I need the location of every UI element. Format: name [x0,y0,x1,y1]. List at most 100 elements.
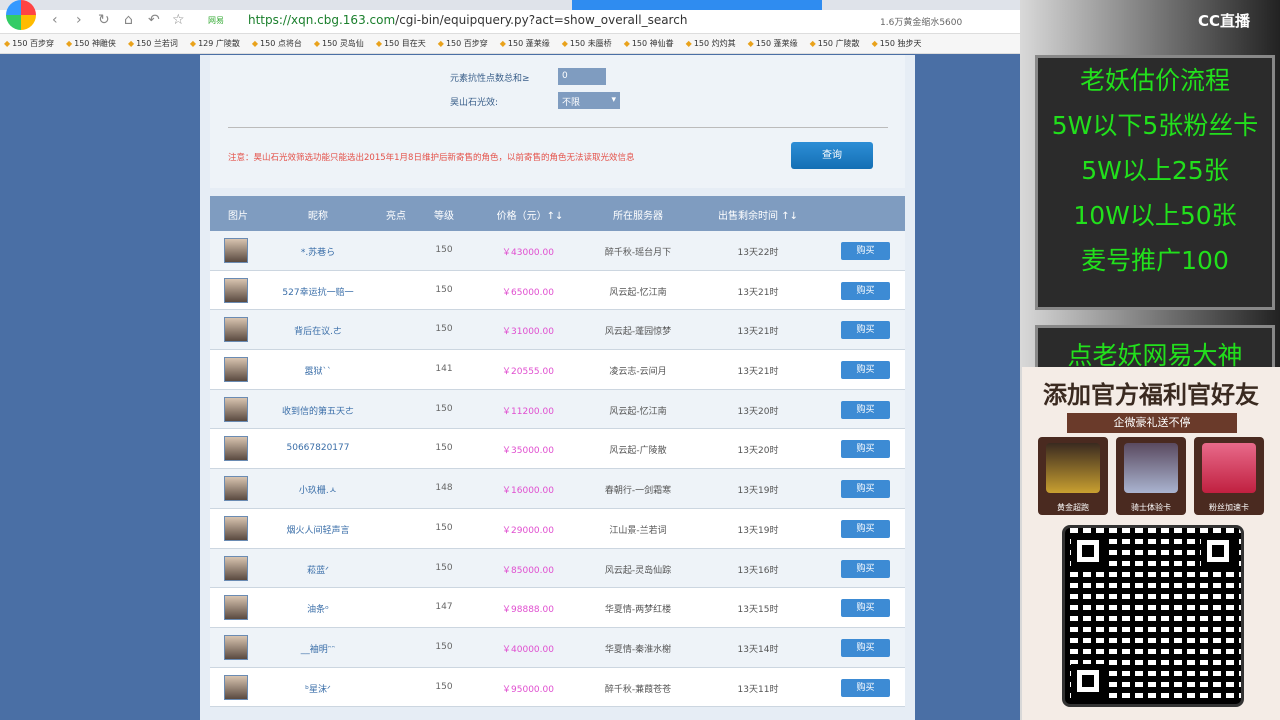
bookmark-icon: ◆ [685,39,692,48]
bookmark[interactable]: ◆ 150 灼灼其 [685,34,736,53]
buy-button[interactable]: 购买 [841,559,890,578]
time-left: 13天21时 [737,327,779,338]
buy-button[interactable]: 购买 [841,519,890,538]
bookmark[interactable]: ◆ 150 目在天 [376,34,426,53]
bookmark[interactable]: ◆ 129 广陵散 [190,34,240,53]
time-left: 13天19时 [737,486,779,497]
role-level: 150 [435,562,453,573]
role-level: 141 [435,364,453,375]
buy-button[interactable]: 购买 [841,400,890,419]
avatar[interactable] [224,436,248,462]
avatar[interactable] [224,555,248,581]
forward-icon[interactable]: › [76,12,82,28]
search-form: 元素抗性点数总和≥ 0 昊山石光效: 不限 ▾ 注意：昊山石光效筛选功能只能选出2… [210,55,905,188]
bookmark-label: 150 神仙眷 [631,39,674,48]
bookmark[interactable]: ◆ 150 独步天 [871,34,922,53]
reload-icon[interactable]: ↻ [98,12,110,28]
role-price: ￥20555.00 [502,367,554,378]
role-price: ￥31000.00 [502,327,554,338]
resist-label: 元素抗性点数总和≥ [450,74,530,84]
role-name[interactable]: 嚣狱`` [304,367,332,378]
table-row: ᵇ星沫ᐟ 150 ￥95000.00 醉千秋-蒹葭苍苍 13天11时 购买 [210,667,905,708]
buy-button[interactable]: 购买 [841,599,890,618]
avatar[interactable] [224,317,248,343]
bookmark[interactable]: ◆ 150 神雕侠 [65,34,116,53]
tab-active[interactable] [572,0,822,10]
role-name[interactable]: 烟火人间轻声言 [286,525,350,536]
role-name[interactable]: __袖明ᵔᵔ [300,644,336,655]
header-price[interactable]: 价格（元）↑↓ [496,211,564,222]
ad-subtitle: 企微豪礼送不停 [1067,413,1237,433]
bookmark-icon: ◆ [65,39,73,48]
bookmark-icon: ◆ [127,39,135,48]
role-name[interactable]: 油条ᵒ [307,605,329,616]
role-name[interactable]: 收到信的第五天ㄜ [281,406,355,417]
buy-button[interactable]: 购买 [841,361,890,380]
ad-banner[interactable]: 添加官方福利官好友 企微豪礼送不停 黄金超跑 骑士体验卡 粉丝加速卡 [1022,367,1280,720]
role-name[interactable]: *.苏巷ら [300,248,336,258]
address-bar: ‹ › ↻ ⌂ ↶ ☆ 网易 https://xqn.cbg.163.com/c… [0,10,1020,34]
header-time[interactable]: 出售剩余时间 ↑↓ [718,211,798,222]
role-name[interactable]: ᵇ星沫ᐟ [305,684,331,695]
role-name[interactable]: 50667820177 [286,443,350,454]
avatar[interactable] [224,277,248,303]
bookmark[interactable]: ◆ 150 广陵散 [810,34,860,53]
avatar[interactable] [224,515,248,541]
bookmark[interactable]: ◆ 150 百步穿 [438,34,488,53]
avatar[interactable] [224,634,248,660]
role-name[interactable]: 背后在议.ㄜ [294,327,342,338]
gift-card: 黄金超跑 [1038,437,1108,515]
bookmark[interactable]: ◆ 150 灵岛仙 [314,34,364,53]
bookmark[interactable]: ◆ 150 未蜃桥 [562,34,612,53]
avatar[interactable] [224,476,248,502]
time-left: 13天21时 [737,287,779,298]
resist-input[interactable]: 0 [558,68,606,85]
bookmark[interactable]: ◆ 150 兰若词 [127,34,178,53]
search-hint[interactable]: 1.6万黄金缩水5600 [880,18,963,28]
role-name[interactable]: 527幸运抗一赔一 [282,287,354,298]
bookmark-icon: ◆ [747,39,754,48]
role-name[interactable]: 菘蓝ᐟ [307,565,329,576]
bookmark-label: 129 广陵散 [198,39,240,48]
board2-text: 点老妖网易大神 [1067,341,1243,370]
car-icon [1046,443,1100,493]
home-icon[interactable]: ⌂ [124,12,133,28]
buy-button[interactable]: 购买 [841,638,890,657]
buy-button[interactable]: 购买 [841,678,890,697]
header-server: 所在服务器 [613,211,663,222]
undo-icon[interactable]: ↶ [148,12,160,28]
bookmark-icon: ◆ [871,39,878,48]
avatar[interactable] [224,396,248,422]
role-server: 风云起-蓬园惊梦 [604,327,672,338]
buy-button[interactable]: 购买 [841,281,890,300]
bookmark[interactable]: ◆ 150 蓬莱缘 [747,34,798,53]
gift-label: 骑士体验卡 [1131,503,1171,512]
bookmark[interactable]: ◆ 150 蓬莱缘 [500,34,550,53]
browser-window: ‹ › ↻ ⌂ ↶ ☆ 网易 https://xqn.cbg.163.com/c… [0,0,1020,720]
header-level[interactable]: 等级 [434,211,454,222]
role-level: 150 [435,284,453,295]
avatar[interactable] [224,238,248,263]
role-price: ￥43000.00 [502,248,554,258]
stone-select[interactable]: 不限 ▾ [558,92,620,109]
buy-button[interactable]: 购买 [841,242,890,260]
role-name[interactable]: 小玖栅.ㅅ [298,486,338,497]
bookmark[interactable]: ◆ 150 神仙眷 [624,34,674,53]
avatar[interactable] [224,595,248,621]
avatar[interactable] [224,674,248,700]
bookmark-label: 150 蓬莱缘 [755,39,798,48]
bookmark[interactable]: ◆ 150 百步穿 [4,34,54,53]
star-icon[interactable]: ☆ [172,12,185,28]
url-input[interactable]: https://xqn.cbg.163.com/cgi-bin/equipque… [248,13,687,27]
buy-button[interactable]: 购买 [841,440,890,459]
query-button[interactable]: 查询 [791,142,873,169]
buy-button[interactable]: 购买 [841,480,890,499]
tab[interactable] [320,0,570,10]
buy-button[interactable]: 购买 [841,321,890,340]
table-row: 背后在议.ㄜ 150 ￥31000.00 风云起-蓬园惊梦 13天21时 购买 [210,310,905,351]
avatar[interactable] [224,357,248,383]
bookmark[interactable]: ◆ 150 点将台 [252,34,302,53]
tab[interactable] [65,0,315,10]
heart-icon [1202,443,1256,493]
back-icon[interactable]: ‹ [52,12,58,28]
